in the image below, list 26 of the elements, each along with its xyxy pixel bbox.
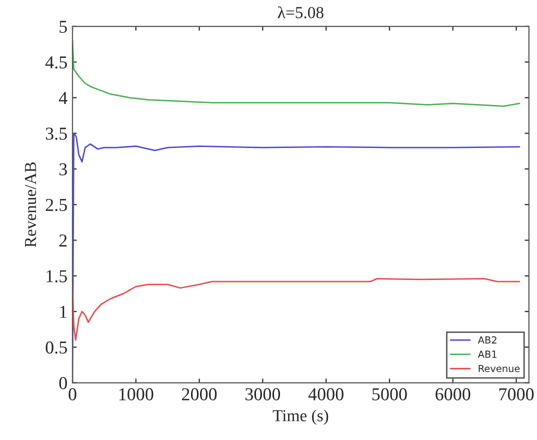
y-tick-label: 2.5 xyxy=(46,198,67,212)
x-tick-label: 1000 xyxy=(119,388,154,400)
line-series xyxy=(72,40,520,107)
chart-title: λ=5.08 xyxy=(278,6,324,18)
x-tick-label: 6000 xyxy=(436,388,470,400)
x-axis-title: Time (s) xyxy=(272,410,328,425)
y-tick-label: 0 xyxy=(59,377,67,390)
x-tick-label: 0 xyxy=(68,388,76,400)
legend-label: AB2 xyxy=(478,336,496,344)
y-tick-label: 2 xyxy=(59,234,67,247)
y-tick-label: 3 xyxy=(59,163,67,176)
y-tick-label: 1.5 xyxy=(46,270,67,282)
x-tick-label: 2000 xyxy=(182,388,217,400)
y-tick-label: 4 xyxy=(58,92,68,104)
y-tick-label: 4.5 xyxy=(45,56,67,69)
y-tick-label: 0.5 xyxy=(46,341,67,354)
y-tick-label: 1 xyxy=(60,306,67,318)
x-tick-label: 3000 xyxy=(245,388,280,400)
legend-label: Revenue xyxy=(478,364,520,372)
y-tick-label: 5 xyxy=(60,20,67,33)
x-tick-label: 7000 xyxy=(499,388,534,400)
x-tick-label: 4000 xyxy=(308,388,344,400)
x-tick-label: 5000 xyxy=(372,388,407,400)
y-axis-title: Revenue/AB xyxy=(24,162,36,248)
legend-label: AB1 xyxy=(478,350,496,358)
y-tick-label: 3.5 xyxy=(46,128,67,140)
